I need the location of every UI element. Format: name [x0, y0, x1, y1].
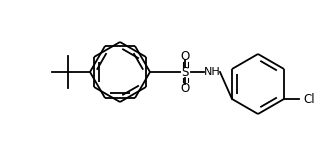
Text: NH: NH — [204, 67, 220, 77]
Text: S: S — [181, 65, 189, 79]
Text: O: O — [180, 49, 190, 63]
Text: O: O — [180, 81, 190, 95]
Text: Cl: Cl — [303, 93, 315, 105]
